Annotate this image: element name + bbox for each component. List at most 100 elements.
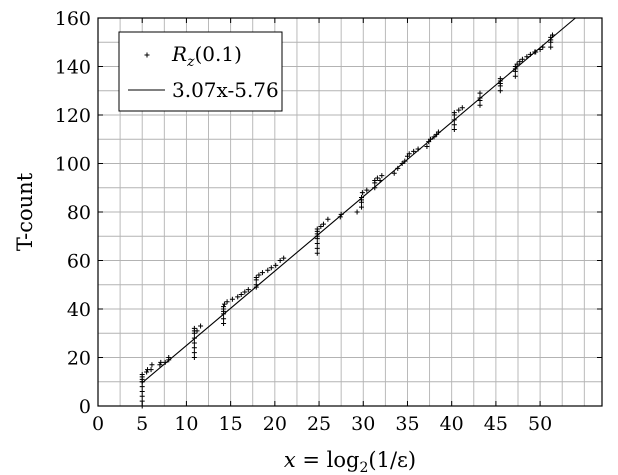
data-marks — [139, 17, 576, 409]
y-tick-label: 40 — [67, 299, 91, 321]
data-point — [139, 398, 145, 404]
data-point — [139, 393, 145, 399]
y-axis-title: T-count — [13, 172, 37, 251]
x-axis-title-argument: (1/ε) — [368, 448, 416, 472]
data-point — [221, 316, 227, 322]
data-point — [477, 102, 483, 108]
x-axis-title: x = log2(1/ε) — [284, 448, 416, 475]
legend-label-points-r: R — [171, 42, 187, 66]
data-point — [358, 204, 364, 210]
data-point — [391, 170, 397, 176]
x-axis-title-log: = log — [296, 448, 360, 472]
data-point — [325, 216, 331, 222]
data-point — [459, 105, 465, 111]
data-point — [497, 76, 503, 82]
data-point — [477, 90, 483, 96]
legend-label-points-sub: z — [186, 54, 195, 70]
legend-label-line: 3.07x-5.76 — [172, 78, 279, 102]
data-point — [139, 384, 145, 390]
data-point — [166, 355, 172, 360]
data-point — [497, 88, 503, 94]
legend-plus-marker — [144, 52, 150, 58]
y-tick-label: 120 — [55, 105, 91, 127]
data-point — [191, 345, 197, 351]
axis-ticks — [97, 17, 602, 407]
data-point — [221, 321, 227, 327]
y-tick-label: 160 — [55, 8, 91, 30]
y-tick-label: 60 — [67, 251, 91, 273]
data-point — [320, 221, 326, 227]
x-tick-label: 10 — [174, 413, 198, 435]
data-point — [238, 291, 244, 297]
x-axis-title-variable: x — [284, 448, 296, 472]
data-point — [191, 325, 197, 331]
data-point — [512, 73, 518, 79]
data-point — [198, 323, 204, 329]
y-tick-label: 140 — [55, 57, 91, 79]
data-point — [364, 187, 370, 193]
data-point — [314, 226, 320, 232]
data-point — [277, 258, 283, 263]
data-point — [456, 107, 462, 113]
data-point — [194, 328, 200, 334]
data-point — [424, 144, 430, 150]
data-point — [314, 245, 320, 251]
data-point — [256, 272, 262, 278]
data-point — [191, 350, 197, 356]
data-point — [273, 262, 279, 268]
data-point — [235, 294, 241, 300]
data-point — [253, 274, 259, 280]
data-point — [191, 355, 197, 360]
data-point — [372, 177, 378, 183]
y-tick-label: 0 — [79, 396, 91, 418]
data-point — [451, 127, 457, 133]
y-tick-label: 20 — [67, 348, 91, 370]
data-point — [191, 340, 197, 346]
x-tick-label: 30 — [351, 413, 375, 435]
legend-marker-shape — [144, 52, 150, 58]
data-point — [411, 148, 417, 154]
data-point — [158, 359, 164, 365]
data-point — [149, 362, 155, 368]
x-tick-label: 25 — [307, 413, 331, 435]
data-point — [314, 250, 320, 256]
data-point — [242, 289, 248, 295]
x-tick-label: 50 — [528, 413, 552, 435]
x-tick-label: 35 — [395, 413, 419, 435]
data-point — [139, 403, 145, 409]
x-tick-labels: 0 5 10 15 20 25 30 35 40 45 50 — [92, 413, 552, 435]
data-point — [268, 265, 274, 271]
data-point — [265, 267, 271, 273]
data-point — [451, 122, 457, 128]
y-tick-label: 80 — [67, 202, 91, 224]
data-point — [144, 369, 150, 375]
data-point — [451, 110, 457, 116]
x-tick-label: 20 — [263, 413, 287, 435]
data-point — [514, 61, 520, 67]
data-point — [406, 151, 412, 157]
legend-box — [118, 31, 283, 112]
data-point — [314, 241, 320, 247]
data-point — [148, 367, 154, 373]
data-point — [379, 173, 385, 179]
data-point — [157, 362, 163, 368]
data-point — [354, 209, 360, 215]
data-point — [548, 44, 554, 50]
data-point — [139, 371, 145, 377]
legend-label-points: Rz(0.1) — [171, 42, 242, 70]
data-point — [229, 296, 235, 302]
data-point — [259, 270, 265, 276]
data-point — [374, 175, 380, 181]
x-axis-title-base: 2 — [359, 460, 368, 475]
data-point — [281, 255, 287, 261]
data-point — [224, 299, 230, 305]
x-tick-label: 0 — [92, 413, 104, 435]
data-point — [519, 56, 525, 62]
x-tick-label: 45 — [484, 413, 508, 435]
y-tick-labels: 0 20 40 60 80 100 120 140 160 — [55, 8, 91, 418]
x-tick-label: 5 — [136, 413, 148, 435]
legend: Rz(0.1) 3.07x-5.76 — [118, 31, 283, 112]
x-tick-label: 40 — [440, 413, 464, 435]
data-point — [359, 190, 365, 196]
